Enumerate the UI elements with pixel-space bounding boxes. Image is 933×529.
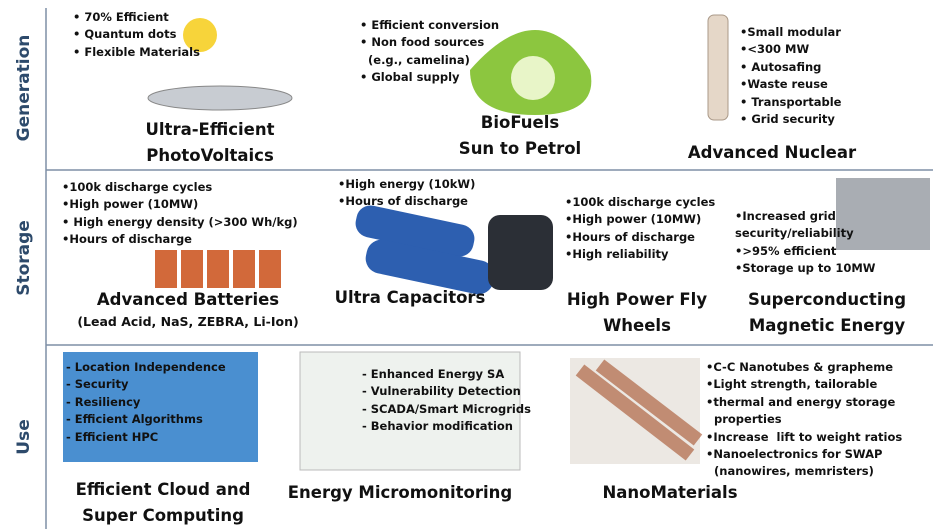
- bullet: - Vulnerability Detection: [362, 384, 521, 398]
- item-title: BioFuels: [481, 113, 559, 132]
- bullet: security/reliability: [735, 226, 854, 240]
- slide: Generation • 70% Efficient • Quantum dots •…: [0, 0, 933, 529]
- item-subtitle: (Lead Acid, NaS, ZEBRA, Li-Ion): [77, 314, 298, 329]
- bullet: properties: [706, 412, 782, 426]
- item-title: Advanced Nuclear: [688, 143, 856, 162]
- bullet: • Grid security: [740, 112, 835, 126]
- bullet: •High reliability: [565, 247, 669, 261]
- item-title: Superconducting: [748, 290, 906, 309]
- bullet: - SCADA/Smart Microgrids: [362, 402, 531, 416]
- bullet: • Flexible Materials: [73, 45, 200, 59]
- bullet: • Non food sources: [360, 35, 484, 49]
- bullet: • Quantum dots: [73, 27, 176, 41]
- bullet: • Global supply: [360, 70, 460, 84]
- bullet: •Nanoelectronics for SWAP: [706, 447, 882, 461]
- bullet: •Storage up to 10MW: [735, 261, 875, 275]
- bullet: • Efficient conversion: [360, 18, 499, 32]
- bullet: •Increased grid: [735, 209, 836, 223]
- bullet: •thermal and energy storage: [706, 395, 895, 409]
- bullet: •High power (10MW): [62, 197, 198, 211]
- bullet: •Increase lift to weight ratios: [706, 430, 902, 444]
- bullet: •High power (10MW): [565, 212, 701, 226]
- bullet: - Resiliency: [66, 395, 140, 409]
- bullet: •Hours of discharge: [338, 194, 468, 208]
- item-title: Sun to Petrol: [459, 139, 581, 158]
- bullet: (nanowires, memristers): [706, 464, 874, 478]
- item-title: High Power Fly: [567, 290, 707, 309]
- bullet: - Efficient Algorithms: [66, 412, 203, 426]
- bullet: •Small modular: [740, 25, 841, 39]
- bullet: •<300 MW: [740, 42, 809, 56]
- bullet: •100k discharge cycles: [565, 195, 715, 209]
- section-label: Generation: [14, 35, 34, 142]
- bullet: • Autosafing: [740, 60, 821, 74]
- bullet: (e.g., camelina): [360, 53, 470, 67]
- bullet: • 70% Efficient: [73, 10, 169, 24]
- bullet: - Behavior modification: [362, 419, 513, 433]
- bullet: - Efficient HPC: [66, 430, 158, 444]
- bullet: - Location Independence: [66, 360, 226, 374]
- bullet: • Transportable: [740, 95, 841, 109]
- item-title: Energy Micromonitoring: [288, 483, 513, 502]
- item-title: Magnetic Energy: [749, 316, 905, 335]
- item-title: Super Computing: [82, 506, 244, 525]
- item-title: NanoMaterials: [602, 483, 737, 502]
- item-title: Wheels: [603, 316, 671, 335]
- bullet: •>95% efficient: [735, 244, 836, 258]
- item-title: Efficient Cloud and: [76, 480, 251, 499]
- section-label: Use: [14, 419, 34, 454]
- bullet: •High energy (10kW): [338, 177, 475, 191]
- bullet: •C-C Nanotubes & grapheme: [706, 360, 893, 374]
- bullet: •Hours of discharge: [62, 232, 192, 246]
- bullet: • High energy density (>300 Wh/kg): [62, 215, 298, 229]
- section-label: Storage: [14, 220, 34, 296]
- bullet: •Hours of discharge: [565, 230, 695, 244]
- bullet: •Waste reuse: [740, 77, 828, 91]
- item-title: Ultra Capacitors: [335, 288, 486, 307]
- item-title: Advanced Batteries: [97, 290, 279, 309]
- item-title: PhotoVoltaics: [146, 146, 274, 165]
- bullet: •100k discharge cycles: [62, 180, 212, 194]
- bullet: - Security: [66, 377, 128, 391]
- item-title: Ultra-Efficient: [146, 120, 275, 139]
- bullet: - Enhanced Energy SA: [362, 367, 504, 381]
- bullet: •Light strength, tailorable: [706, 377, 877, 391]
